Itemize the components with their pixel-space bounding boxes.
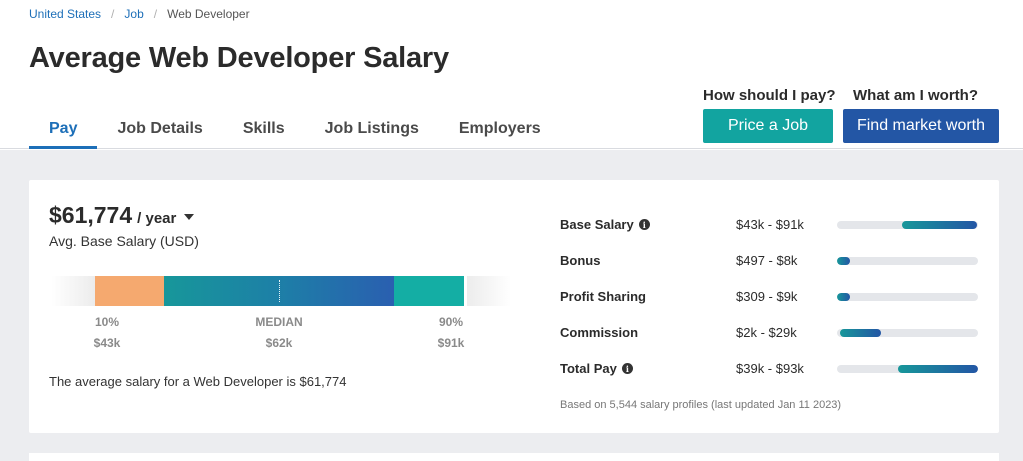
tab-job-details[interactable]: Job Details [117,120,203,137]
salary-summary-card: $61,774 / year Avg. Base Salary (USD) 10… [29,180,999,433]
median-marker [279,280,280,302]
pay-row-bonus: Bonus $497 - $8k [560,252,990,270]
pay-row-label-text: Commission [560,325,639,340]
pay-range-fill [901,221,977,229]
salary-period[interactable]: / year [137,210,177,227]
pay-range-track [837,365,978,373]
percentile-low-value: $43k [93,336,121,350]
pay-row-range: $2k - $29k [736,325,797,340]
info-icon[interactable]: i [638,219,650,230]
pay-range-track [837,293,978,301]
percentile-low-label: 10% [94,315,120,329]
pay-row-commission: Commission $2k - $29k [560,324,990,342]
salary-range-bar [51,276,511,306]
pay-row-range: $309 - $9k [736,289,798,304]
pay-row-label: Commission [560,325,638,340]
breadcrumb-separator: / [153,7,158,21]
tab-employers[interactable]: Employers [458,120,541,137]
tab-bar: Pay Job Details Skills Job Listings Empl… [29,112,561,149]
range-fade-right [467,276,511,306]
pay-row-base-salary: Base Salary i $43k - $91k [560,216,990,234]
market-worth-cta: What am I worth? Find market worth [843,87,999,143]
page-title: Average Web Developer Salary [29,42,449,74]
pay-range-track [837,329,978,337]
percentile-high-value: $91k [437,336,465,350]
pay-question: How should I pay? [703,87,836,104]
salary-amount: $61,774 / year [49,202,195,229]
pay-row-label: Bonus [560,253,600,268]
pay-range-fill [837,257,850,265]
pay-row-range: $497 - $8k [736,253,798,268]
salary-value: $61,774 [49,202,133,228]
average-salary-text: The average salary for a Web Developer i… [49,374,347,389]
page-header: United States / Job / Web Developer Aver… [0,0,1023,149]
chevron-down-icon[interactable] [184,214,195,220]
find-market-worth-button[interactable]: Find market worth [843,109,999,143]
breadcrumb: United States / Job / Web Developer [29,7,250,21]
percentile-low: 10% $43k [67,315,147,350]
pay-range-fill [839,329,881,337]
breadcrumb-link-job[interactable]: Job [124,7,144,21]
info-icon[interactable]: i [621,363,633,374]
data-footnote: Based on 5,544 salary profiles (last upd… [560,399,842,411]
percentile-high: 90% $91k [411,315,491,350]
pay-range-track [837,221,978,229]
range-segment-high [394,276,464,306]
pay-row-label: Total Pay i [560,361,633,376]
breadcrumb-current: Web Developer [167,7,250,21]
breadcrumb-link-country[interactable]: United States [29,7,102,21]
breadcrumb-separator: / [111,7,115,21]
pay-row-range: $39k - $93k [736,361,804,376]
percentile-median-value: $62k [265,336,293,350]
pay-range-fill [897,365,978,373]
pay-row-label-text: Profit Sharing [560,289,646,304]
percentile-median: MEDIAN $62k [239,315,319,350]
pay-range-track [837,257,978,265]
pay-row-profit-sharing: Profit Sharing $309 - $9k [560,288,990,306]
pay-row-label-text: Base Salary [560,217,634,232]
pay-row-label: Profit Sharing [560,289,646,304]
pay-range-fill [837,293,850,301]
price-job-cta: How should I pay? Price a Job [703,87,836,143]
percentile-median-label: MEDIAN [255,315,303,329]
range-segment-low [95,276,164,306]
next-card [29,453,999,461]
salary-subtitle: Avg. Base Salary (USD) [49,233,199,249]
pay-row-label-text: Bonus [560,253,601,268]
pay-row-range: $43k - $91k [736,217,804,232]
percentile-high-label: 90% [438,315,464,329]
pay-row-total-pay: Total Pay i $39k - $93k [560,360,990,378]
worth-question: What am I worth? [853,87,978,104]
pay-row-label-text: Total Pay [560,361,617,376]
tab-job-listings[interactable]: Job Listings [324,120,419,137]
tab-pay[interactable]: Pay [29,112,98,149]
tab-skills[interactable]: Skills [242,120,285,137]
pay-row-label: Base Salary i [560,217,650,232]
range-fade-left [51,276,95,306]
price-a-job-button[interactable]: Price a Job [703,109,833,143]
